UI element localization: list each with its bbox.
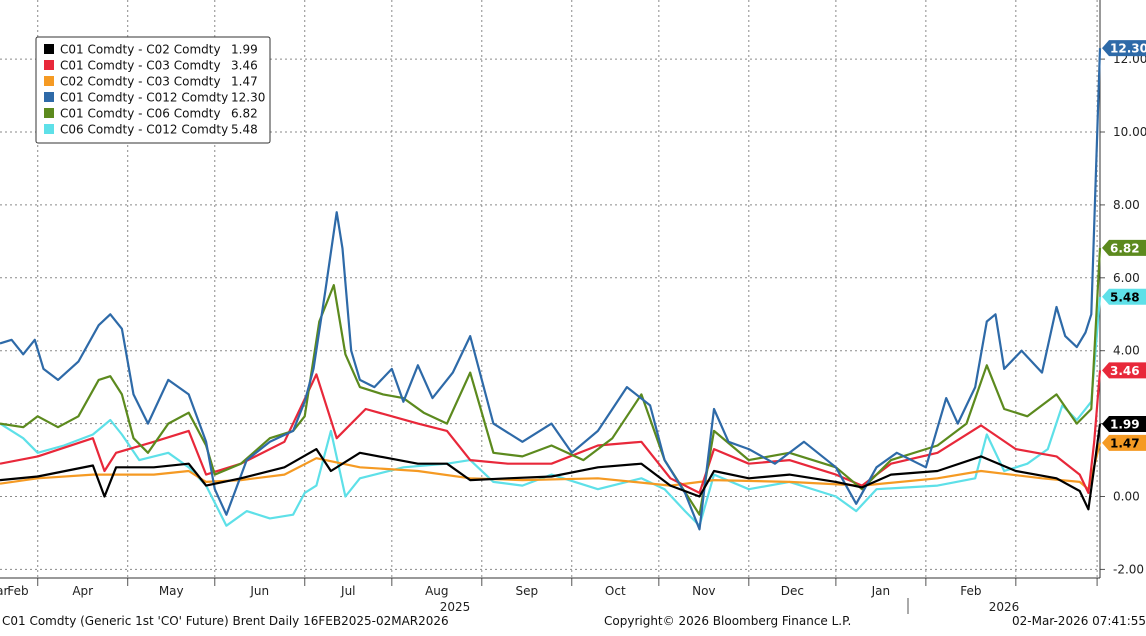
legend-series-name: C02 Comdty - C03 Comdty xyxy=(60,75,221,89)
legend-series-value: 12.30 xyxy=(231,91,265,105)
x-tick-label: Oct xyxy=(605,584,626,598)
x-tick-label: Sep xyxy=(515,584,538,598)
value-tag xyxy=(1102,434,1146,451)
value-tag xyxy=(1102,415,1146,432)
legend-swatch xyxy=(44,76,54,86)
legend-series-value: 1.99 xyxy=(231,43,258,57)
series-line xyxy=(0,370,1102,494)
legend-series-value: 3.46 xyxy=(231,59,258,73)
x-tick-label: Feb xyxy=(960,584,981,598)
y-tick-label: 6.00 xyxy=(1113,271,1140,285)
value-tag xyxy=(1102,362,1146,379)
year-label: 2026 xyxy=(989,600,1020,614)
legend-series-value: 6.82 xyxy=(231,107,258,121)
footer-copyright-text: Copyright© 2026 Bloomberg Finance L.P. xyxy=(604,614,852,628)
x-tick-label: Dec xyxy=(781,584,804,598)
legend-box xyxy=(35,36,271,144)
series-line xyxy=(0,48,1102,531)
x-tick-label: Jun xyxy=(249,584,269,598)
value-tag-label: 5.48 xyxy=(1110,290,1140,304)
x-tick-label: May xyxy=(159,584,184,598)
y-tick-label: 10.00 xyxy=(1113,125,1146,139)
value-tag-label: 6.82 xyxy=(1110,241,1140,255)
footer-timestamp-text: 02-Mar-2026 07:41:55 xyxy=(1012,614,1146,628)
value-tag-label: 1.99 xyxy=(1110,417,1140,431)
legend-swatch xyxy=(44,60,54,70)
value-tag xyxy=(1102,40,1146,57)
y-tick-label: 0.00 xyxy=(1113,490,1140,504)
legend-swatch xyxy=(44,108,54,118)
legend-series-name: C01 Comdty - C02 Comdty xyxy=(60,43,221,57)
legend-swatch xyxy=(44,44,54,54)
x-tick-label: Feb xyxy=(7,584,28,598)
value-tag xyxy=(1102,239,1146,256)
value-tag-label: 3.46 xyxy=(1110,364,1140,378)
legend-swatch xyxy=(44,124,54,134)
series-line xyxy=(0,296,1102,527)
x-tick-label: Mar xyxy=(0,584,8,598)
y-tick-label: 4.00 xyxy=(1113,344,1140,358)
legend-series-name: C01 Comdty - C012 Comdty xyxy=(60,91,228,105)
series-line xyxy=(0,247,1102,516)
legend-series-value: 5.48 xyxy=(231,123,258,137)
footer-source-text: C01 Comdty (Generic 1st 'CO' Future) Bre… xyxy=(2,614,449,628)
x-tick-label: Jul xyxy=(340,584,355,598)
legend-series-name: C06 Comdty - C012 Comdty xyxy=(60,123,228,137)
series-line xyxy=(0,423,1102,511)
legend-series-name: C01 Comdty - C03 Comdty xyxy=(60,59,221,73)
value-tag-label: 1.47 xyxy=(1110,436,1140,450)
x-tick-label: Apr xyxy=(72,584,93,598)
legend-swatch xyxy=(44,92,54,102)
x-tick-label: Jan xyxy=(871,584,891,598)
legend-series-name: C01 Comdty - C06 Comdty xyxy=(60,107,221,121)
x-tick-label: Aug xyxy=(425,584,448,598)
value-tag-label: 12.30 xyxy=(1110,42,1146,56)
y-tick-label: -2.00 xyxy=(1113,562,1144,576)
y-tick-label: 8.00 xyxy=(1113,198,1140,212)
year-label: 2025 xyxy=(440,600,471,614)
legend-series-value: 1.47 xyxy=(231,75,258,89)
x-tick-label: Nov xyxy=(692,584,715,598)
value-tag xyxy=(1102,288,1146,305)
